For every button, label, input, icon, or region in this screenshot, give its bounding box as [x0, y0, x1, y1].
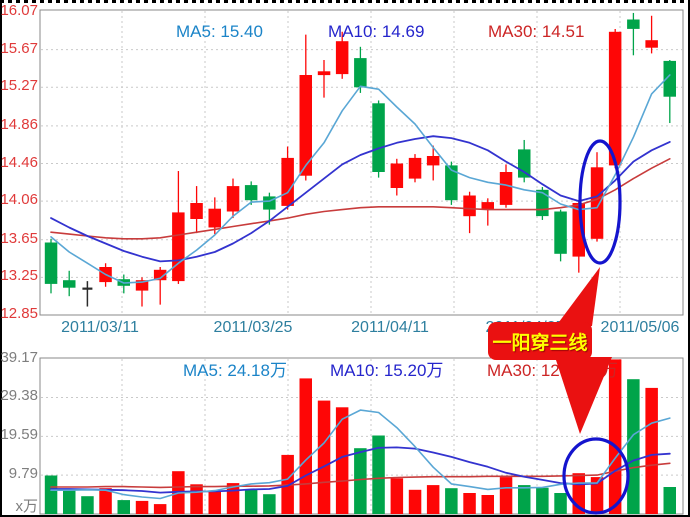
candle-body	[299, 75, 312, 176]
candle-body	[172, 212, 185, 282]
candle-body	[244, 185, 258, 201]
volume-axis-tick: 39.17	[0, 349, 38, 366]
candle-body	[372, 103, 385, 172]
price-ma10-label: MA10: 14.69	[328, 22, 425, 41]
candle-body	[481, 202, 494, 210]
price-plot-frame	[39, 9, 684, 316]
volume-axis-tick: 29.38	[0, 387, 38, 404]
volume-bar	[81, 496, 94, 514]
callout-text: 一阳穿三线	[492, 332, 588, 354]
volume-bar	[372, 435, 385, 514]
volume-bar	[590, 477, 604, 514]
volume-bar	[317, 400, 331, 514]
candle-body	[153, 269, 167, 281]
candle-body	[645, 40, 658, 48]
candle-body	[408, 157, 422, 179]
volume-ma10-label: MA10: 15.20万	[330, 361, 444, 380]
volume-bar	[408, 489, 422, 514]
candle-body	[627, 19, 640, 29]
volume-bar	[99, 488, 112, 514]
volume-bar	[554, 493, 567, 514]
volume-bar	[518, 485, 531, 514]
candle-body	[608, 31, 622, 166]
volume-bar	[44, 475, 58, 514]
volume-ma30-label-prefix: MA30: 12	[487, 361, 560, 380]
price-ma10-line	[50, 135, 671, 263]
volume-bar	[208, 491, 221, 514]
price-axis-tick: 14.06	[0, 191, 38, 208]
date-label: 2011/03/11	[61, 319, 139, 336]
price-ma30-line	[50, 158, 671, 240]
date-label: 2011/03/25	[213, 319, 293, 336]
candle-body	[135, 280, 149, 291]
price-axis-tick: 15.27	[0, 77, 38, 94]
volume-bar	[608, 359, 622, 514]
volume-bar	[390, 478, 404, 514]
volume-bar	[445, 488, 458, 514]
highlight-ellipse-volume	[562, 437, 630, 515]
volume-bar	[263, 494, 276, 514]
highlight-ellipse-price	[578, 139, 622, 265]
candle-body	[590, 167, 604, 239]
volume-bars	[44, 359, 676, 514]
volume-bar	[335, 407, 349, 514]
candle-body	[499, 172, 513, 205]
volume-bar	[153, 504, 167, 514]
candle-body	[663, 60, 676, 97]
candle-body	[226, 186, 240, 212]
date-label: 2011/04/11	[351, 319, 429, 336]
candle-body	[335, 41, 349, 75]
price-axis-tick: 14.46	[0, 154, 38, 171]
price-axis-tick: 13.65	[0, 230, 38, 247]
price-axis-tick: 16.07	[0, 2, 38, 19]
candle-body	[317, 71, 331, 76]
price-axis-tick: 13.25	[0, 267, 38, 284]
price-axis-tick: 14.86	[0, 116, 38, 133]
candle-body	[63, 280, 76, 288]
volume-bar	[536, 487, 549, 514]
candle-body	[554, 211, 567, 254]
candle-body	[426, 156, 440, 166]
callout-arrow-up	[556, 267, 600, 326]
candle-body	[44, 242, 58, 284]
volume-bar	[426, 485, 440, 514]
price-ma5-label: MA5: 15.40	[176, 22, 263, 41]
volume-bar	[354, 448, 367, 514]
callout-box	[488, 322, 592, 360]
price-axis-tick: 12.85	[0, 305, 38, 322]
volume-unit-label: x万	[15, 498, 38, 515]
callout-arrow-down	[555, 357, 612, 434]
volume-ma5-label: MA5: 24.18万	[183, 361, 287, 380]
volume-bar	[645, 387, 658, 514]
price-ma30-label: MA30: 14.51	[488, 22, 585, 41]
candle-body	[390, 163, 404, 188]
date-label: 2011/05/06	[600, 319, 680, 336]
candle-body	[208, 208, 221, 228]
volume-bar	[481, 495, 494, 514]
volume-bar	[135, 500, 149, 514]
volume-ma30-line	[50, 462, 671, 489]
volume-bar	[663, 487, 676, 514]
volume-axis-tick: 19.59	[0, 426, 38, 443]
candle-body	[445, 165, 458, 201]
candle-body	[190, 203, 203, 219]
price-axis-tick: 15.67	[0, 40, 38, 57]
volume-bar	[299, 378, 312, 514]
volume-ma5-line	[50, 409, 671, 500]
candle-body	[463, 195, 476, 217]
candle-body	[354, 58, 367, 88]
volume-bar	[63, 490, 76, 514]
price-ma5-line	[50, 74, 671, 284]
volume-bar	[463, 493, 476, 514]
volume-bar	[244, 489, 258, 514]
volume-axis-tick: 9.79	[8, 465, 38, 482]
volume-bar	[627, 379, 640, 514]
dotted-top-border	[0, 0, 690, 3]
volume-bar	[117, 500, 130, 514]
volume-bar	[499, 477, 513, 514]
